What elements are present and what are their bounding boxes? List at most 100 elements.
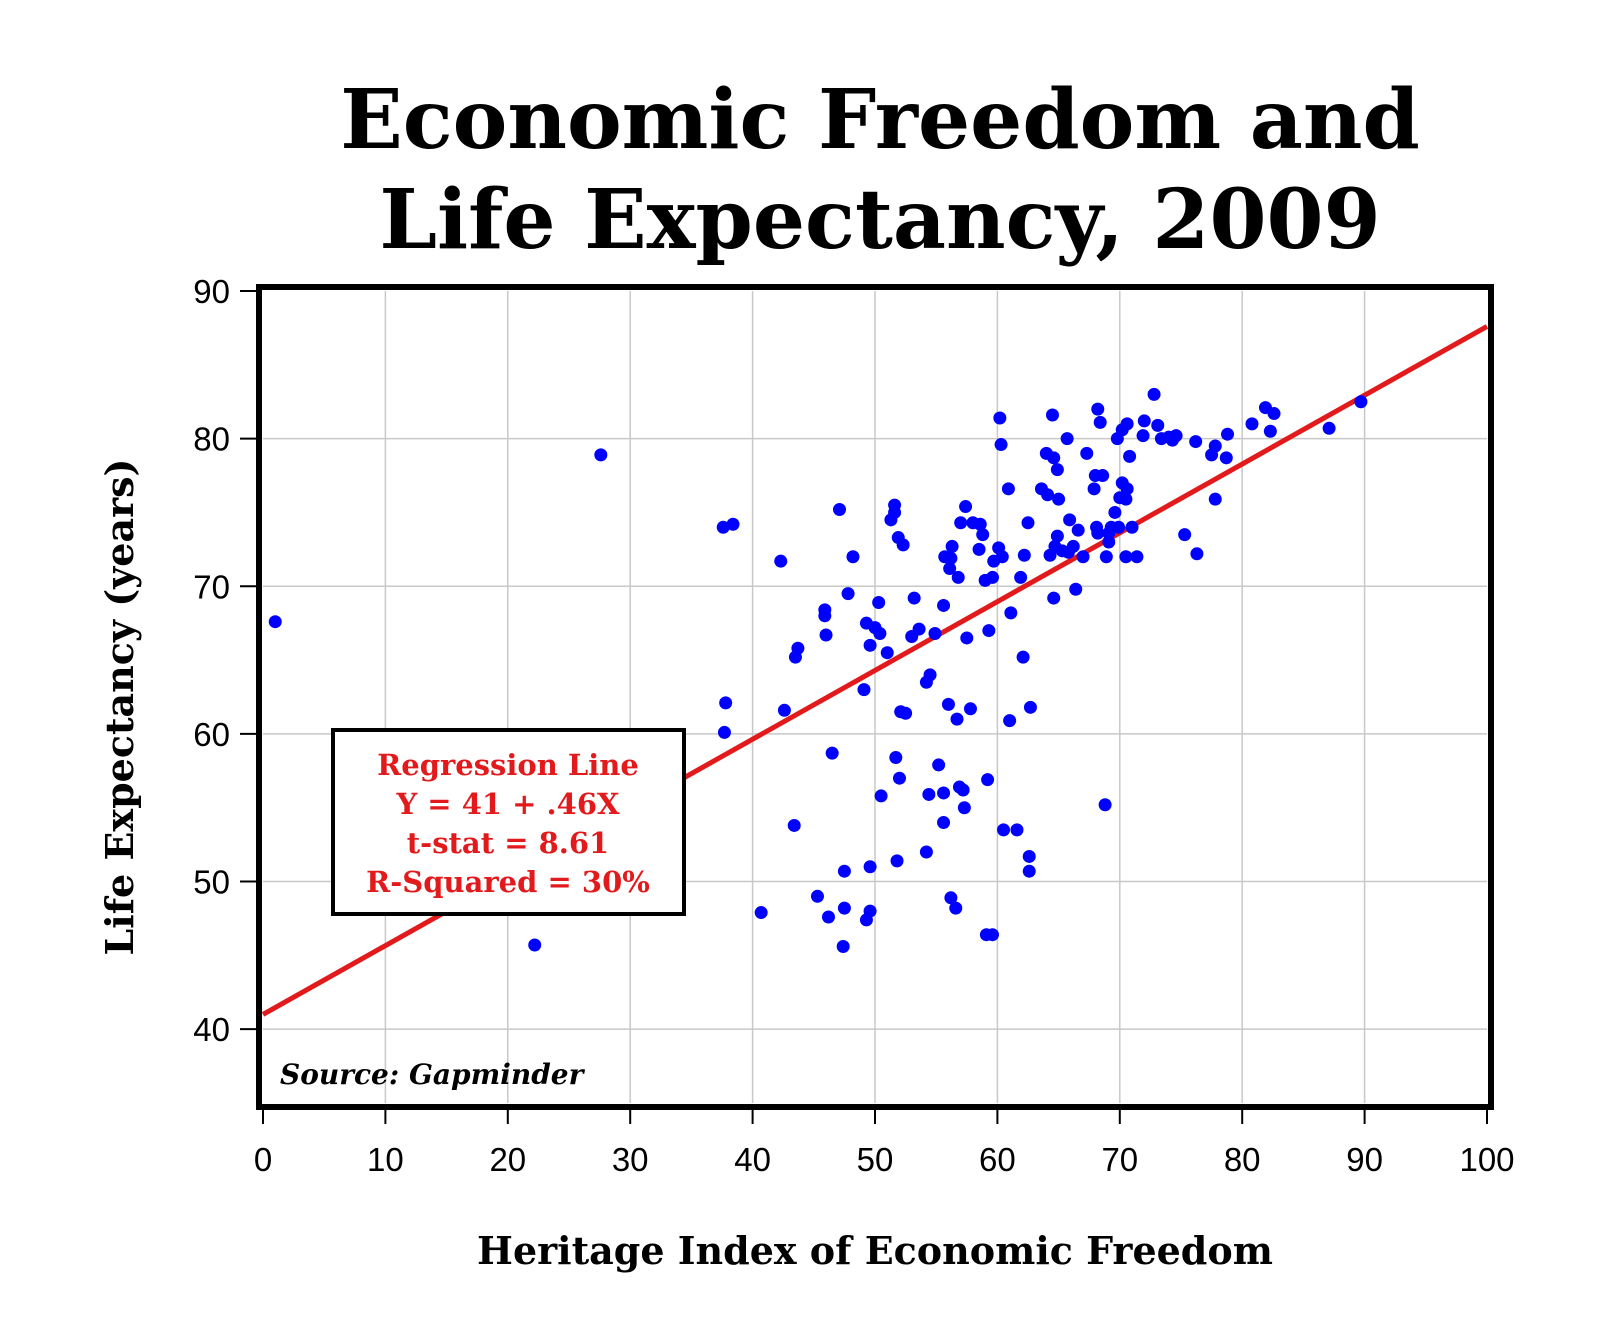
data-point-146 (1136, 429, 1150, 443)
data-point-129 (1099, 550, 1113, 564)
data-point-98 (1022, 849, 1036, 863)
data-point-145 (1130, 550, 1144, 564)
data-point-116 (1066, 539, 1080, 553)
data-point-38 (888, 505, 902, 519)
data-point-133 (1108, 505, 1122, 519)
data-point-60 (943, 562, 957, 576)
x-axis-title: Heritage Index of Economic Freedom (477, 1228, 1273, 1273)
annotation-line-4: R-Squared = 30% (366, 865, 650, 899)
data-point-143 (1123, 449, 1137, 463)
data-point-17 (821, 910, 835, 924)
x-tick-label-0: 0 (254, 1141, 272, 1178)
x-tick-label-80: 80 (1224, 1141, 1261, 1178)
data-point-5 (719, 696, 733, 710)
data-point-54 (932, 758, 946, 772)
data-point-135 (1112, 520, 1126, 534)
x-tick-label-60: 60 (979, 1141, 1016, 1178)
data-point-161 (1221, 427, 1235, 441)
plot-frame (256, 284, 1494, 1110)
data-point-70 (957, 801, 971, 815)
data-point-13 (810, 889, 824, 903)
data-point-167 (1354, 395, 1368, 409)
data-point-32 (872, 596, 886, 610)
data-point-164 (1263, 424, 1277, 438)
data-point-22 (837, 901, 851, 915)
data-point-107 (1047, 591, 1061, 605)
annotation-line-1: Regression Line (377, 748, 639, 782)
y-tick-label-70: 70 (193, 568, 230, 605)
data-point-80 (981, 773, 995, 787)
y-tick-label-60: 60 (193, 716, 230, 753)
data-point-166 (1322, 421, 1336, 435)
data-point-55 (937, 598, 951, 612)
data-point-53 (928, 627, 942, 641)
data-point-64 (949, 901, 963, 915)
data-point-120 (1080, 446, 1094, 460)
data-point-39 (889, 751, 903, 765)
source-note: Source: Gapminder (280, 1058, 586, 1091)
y-tick-label-90: 90 (193, 273, 230, 310)
data-point-83 (986, 570, 1000, 584)
data-point-35 (880, 646, 894, 660)
data-point-3 (716, 520, 730, 534)
data-point-97 (1021, 516, 1035, 530)
data-point-113 (1060, 432, 1074, 446)
data-point-66 (951, 570, 965, 584)
data-point-96 (1017, 548, 1031, 562)
annotation-line-3: t-stat = 8.61 (407, 826, 609, 860)
data-point-92 (1003, 714, 1017, 728)
data-point-45 (899, 706, 913, 720)
data-point-73 (963, 702, 977, 716)
data-point-86 (993, 411, 1007, 425)
y-tick-label-80: 80 (193, 421, 230, 458)
data-point-59 (941, 697, 955, 711)
data-point-72 (960, 631, 974, 645)
data-point-56 (937, 815, 951, 829)
data-point-153 (1169, 429, 1183, 443)
data-point-140 (1120, 417, 1134, 431)
data-point-28 (863, 904, 877, 918)
data-point-121 (1087, 482, 1101, 496)
data-point-127 (1096, 469, 1110, 483)
x-tick-label-10: 10 (367, 1141, 404, 1178)
data-point-154 (1178, 528, 1192, 542)
data-point-52 (923, 668, 937, 682)
data-point-94 (1014, 570, 1028, 584)
data-point-23 (841, 587, 855, 601)
data-point-90 (1001, 482, 1015, 496)
x-tick-label-70: 70 (1101, 1141, 1138, 1178)
chart-title-line-2: Life Expectancy, 2009 (379, 172, 1380, 268)
data-point-160 (1219, 451, 1233, 465)
data-point-100 (1022, 864, 1036, 878)
data-point-25 (857, 683, 871, 697)
data-point-139 (1119, 550, 1133, 564)
data-point-77 (976, 528, 990, 542)
data-point-76 (973, 517, 987, 531)
data-point-49 (919, 845, 933, 859)
data-point-12 (791, 641, 805, 655)
data-point-141 (1119, 492, 1133, 506)
annotation-line-2: Y = 41 + .46X (396, 787, 620, 821)
y-tick-label-40: 40 (193, 1011, 230, 1048)
data-point-147 (1137, 414, 1151, 428)
regression-annotation-box: Regression Line Y = 41 + .46X t-stat = 8… (331, 728, 686, 916)
data-point-106 (1047, 451, 1061, 465)
data-point-156 (1190, 547, 1204, 561)
data-point-10 (787, 818, 801, 832)
data-point-158 (1208, 439, 1222, 453)
data-point-144 (1125, 520, 1139, 534)
data-point-30 (863, 638, 877, 652)
data-point-1 (528, 938, 542, 952)
x-tick-label-30: 30 (612, 1141, 649, 1178)
data-point-16 (819, 628, 833, 642)
data-point-117 (1069, 582, 1083, 596)
data-point-91 (1004, 606, 1018, 620)
data-point-69 (956, 783, 970, 797)
data-point-65 (950, 712, 964, 726)
data-point-81 (982, 624, 996, 638)
data-point-20 (836, 940, 850, 954)
data-point-61 (944, 551, 958, 565)
data-point-71 (959, 500, 973, 514)
data-point-88 (995, 550, 1009, 564)
annotation-box (331, 728, 686, 916)
